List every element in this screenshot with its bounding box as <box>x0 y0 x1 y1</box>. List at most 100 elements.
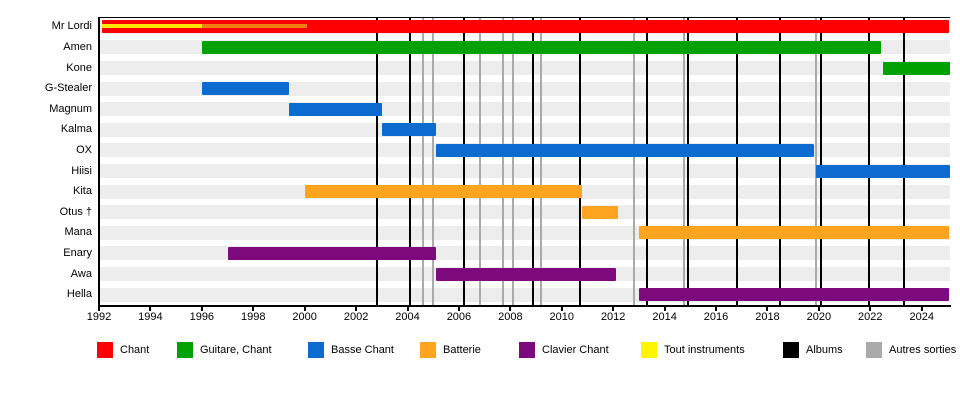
x-tick-label: 2000 <box>292 311 317 323</box>
legend-label: Clavier Chant <box>542 343 609 356</box>
legend-item: Tout instruments <box>641 341 745 358</box>
x-tick-mark <box>98 307 100 311</box>
x-tick-label: 2002 <box>343 311 369 323</box>
x-tick-label: 2020 <box>806 311 832 323</box>
x-tick-label: 2012 <box>600 311 626 323</box>
x-tick-mark <box>766 307 769 311</box>
other-release-line <box>511 16 514 305</box>
timeline-overlay-stripe <box>201 24 308 29</box>
x-tick-label: 1994 <box>138 311 163 323</box>
album-line <box>645 16 648 305</box>
row-label: Mana <box>64 226 92 239</box>
x-tick-label: 2024 <box>909 311 934 323</box>
row-label: Amen <box>63 40 92 53</box>
timeline-bar <box>816 164 950 178</box>
timeline-overlay-stripe <box>101 24 202 29</box>
timeline-bar <box>304 185 583 199</box>
x-tick-label: 2006 <box>446 311 472 323</box>
x-tick-label: 2004 <box>395 311 420 323</box>
legend-label: Basse Chant <box>331 343 394 356</box>
legend-item: Albums <box>783 341 843 358</box>
timeline-bar <box>883 61 950 75</box>
timeline-bar <box>201 82 290 96</box>
legend-item: Batterie <box>420 341 481 358</box>
legend-swatch <box>420 341 436 358</box>
x-tick-mark <box>663 307 666 311</box>
x-tick-mark <box>406 307 409 311</box>
legend-label: Tout instruments <box>664 343 745 356</box>
x-tick-label: 2010 <box>549 311 574 323</box>
legend-item: Basse Chant <box>308 341 394 358</box>
x-tick-mark <box>817 307 820 311</box>
legend-item: Guitare, Chant <box>177 341 272 358</box>
timeline-bar <box>435 267 616 281</box>
row-label: OX <box>76 143 92 156</box>
legend-label: Batterie <box>443 343 481 356</box>
album-line <box>578 16 581 305</box>
album-line <box>820 16 823 305</box>
x-tick-mark <box>612 307 615 311</box>
timeline-bar <box>582 205 619 219</box>
other-release-line <box>478 16 481 305</box>
x-axis-line <box>98 305 951 307</box>
row-label: Hiisi <box>71 164 92 177</box>
x-tick-mark <box>920 307 923 311</box>
legend-item: Autres sorties <box>866 341 956 358</box>
row-label: Awa <box>70 267 92 280</box>
other-release-line <box>682 16 685 305</box>
x-tick-mark <box>509 307 512 311</box>
other-release-line <box>501 16 504 305</box>
x-tick-mark <box>200 307 203 311</box>
x-tick-label: 2008 <box>498 311 523 323</box>
other-release-line <box>540 16 543 305</box>
album-line <box>868 16 870 305</box>
row-label: Kita <box>73 185 92 198</box>
x-tick-label: 2016 <box>703 311 729 323</box>
timeline-bar <box>435 143 814 157</box>
other-release-line <box>421 16 424 305</box>
timeline-bar <box>289 102 382 116</box>
timeline-bar <box>201 40 881 54</box>
row-label: Hella <box>66 288 92 301</box>
legend-swatch <box>308 341 324 358</box>
legend-swatch <box>519 341 535 358</box>
album-line <box>532 16 535 305</box>
album-line <box>902 16 905 305</box>
x-tick-label: 1998 <box>241 311 266 323</box>
timeline-bar <box>638 226 949 240</box>
other-release-line <box>632 16 635 305</box>
row-label: Kalma <box>60 123 92 136</box>
legend-item: Chant <box>97 341 149 358</box>
legend-label: Albums <box>806 343 843 356</box>
x-tick-mark <box>149 307 152 311</box>
legend-swatch <box>866 341 882 358</box>
legend-item: Clavier Chant <box>519 341 609 358</box>
x-tick-mark <box>560 307 563 311</box>
x-tick-mark <box>355 307 358 311</box>
x-tick-mark <box>715 307 718 311</box>
timeline-bar <box>381 123 436 137</box>
x-tick-mark <box>303 307 306 311</box>
timeline-bar <box>227 246 436 260</box>
row-label: Mr Lordi <box>51 20 92 33</box>
other-release-line <box>815 16 818 305</box>
x-tick-label: 1996 <box>189 311 215 323</box>
y-axis-line <box>98 16 100 305</box>
x-tick-mark <box>869 307 872 311</box>
timeline-bar <box>101 20 949 34</box>
row-label: Magnum <box>49 102 92 115</box>
album-line <box>686 16 689 305</box>
legend-swatch <box>641 341 657 358</box>
legend-swatch <box>783 341 799 358</box>
plot-top-border <box>99 16 950 18</box>
legend-label: Autres sorties <box>889 343 957 356</box>
album-line <box>463 16 466 305</box>
legend-swatch <box>97 341 113 358</box>
x-tick-mark <box>457 307 460 311</box>
legend-label: Guitare, Chant <box>200 343 272 356</box>
x-tick-label: 2022 <box>858 311 883 323</box>
x-tick-mark <box>252 307 255 311</box>
row-label: Kone <box>66 61 92 74</box>
row-label: G-Stealer <box>44 82 92 95</box>
